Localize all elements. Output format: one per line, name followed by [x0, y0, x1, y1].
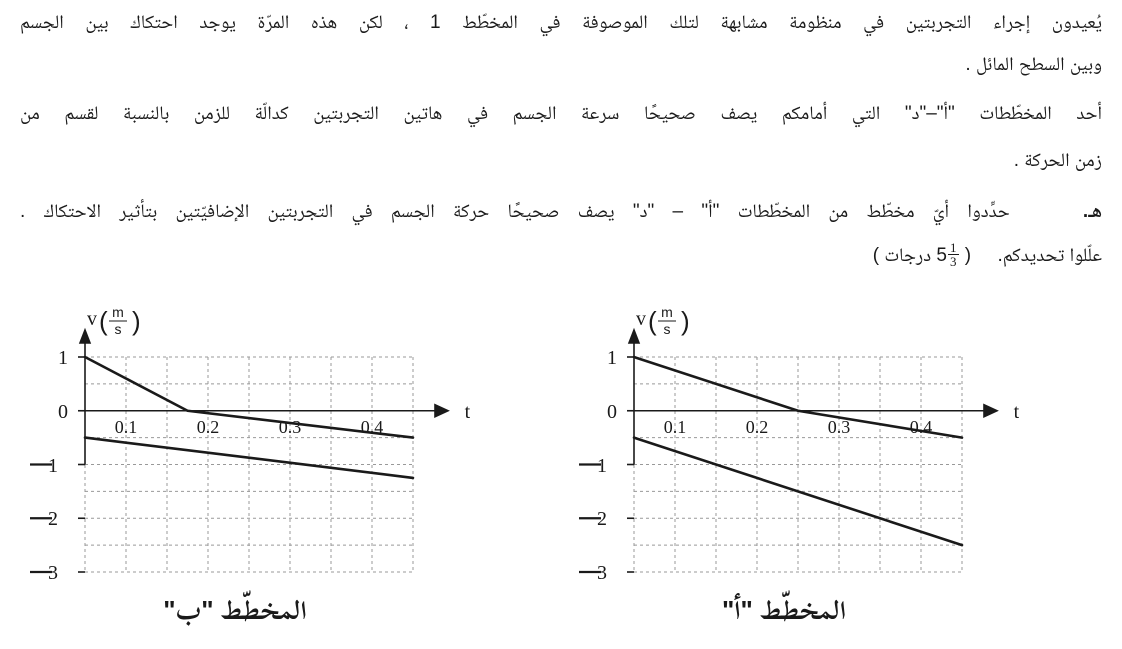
- svg-text:0.1: 0.1: [664, 417, 687, 437]
- svg-text:3: 3: [597, 562, 607, 584]
- svg-text:3: 3: [48, 562, 58, 584]
- svg-text:s: s: [664, 321, 671, 337]
- svg-text:0.1: 0.1: [115, 417, 138, 437]
- svg-text:(: (: [648, 306, 657, 336]
- svg-text:v: v: [87, 308, 97, 330]
- svg-text:t(s): t(s): [465, 401, 470, 423]
- svg-text:0: 0: [58, 401, 68, 423]
- svg-text:0.2: 0.2: [197, 417, 220, 437]
- svg-text:1: 1: [58, 347, 68, 369]
- svg-text:): ): [132, 306, 141, 336]
- svg-text:m: m: [661, 304, 673, 320]
- svg-text:(: (: [99, 306, 108, 336]
- svg-text:1: 1: [597, 455, 607, 477]
- svg-text:0.4: 0.4: [910, 417, 933, 437]
- svg-text:s: s: [115, 321, 122, 337]
- svg-text:2: 2: [597, 508, 607, 530]
- svg-text:0: 0: [607, 401, 617, 423]
- svg-text:t(s): t(s): [1014, 401, 1019, 423]
- svg-text:): ): [681, 306, 690, 336]
- svg-text:2: 2: [48, 508, 58, 530]
- svg-text:0.2: 0.2: [746, 417, 769, 437]
- svg-text:1: 1: [48, 455, 58, 477]
- svg-text:0.3: 0.3: [279, 417, 302, 437]
- svg-text:m: m: [112, 304, 124, 320]
- svg-text:1: 1: [607, 347, 617, 369]
- svg-text:v: v: [636, 308, 646, 330]
